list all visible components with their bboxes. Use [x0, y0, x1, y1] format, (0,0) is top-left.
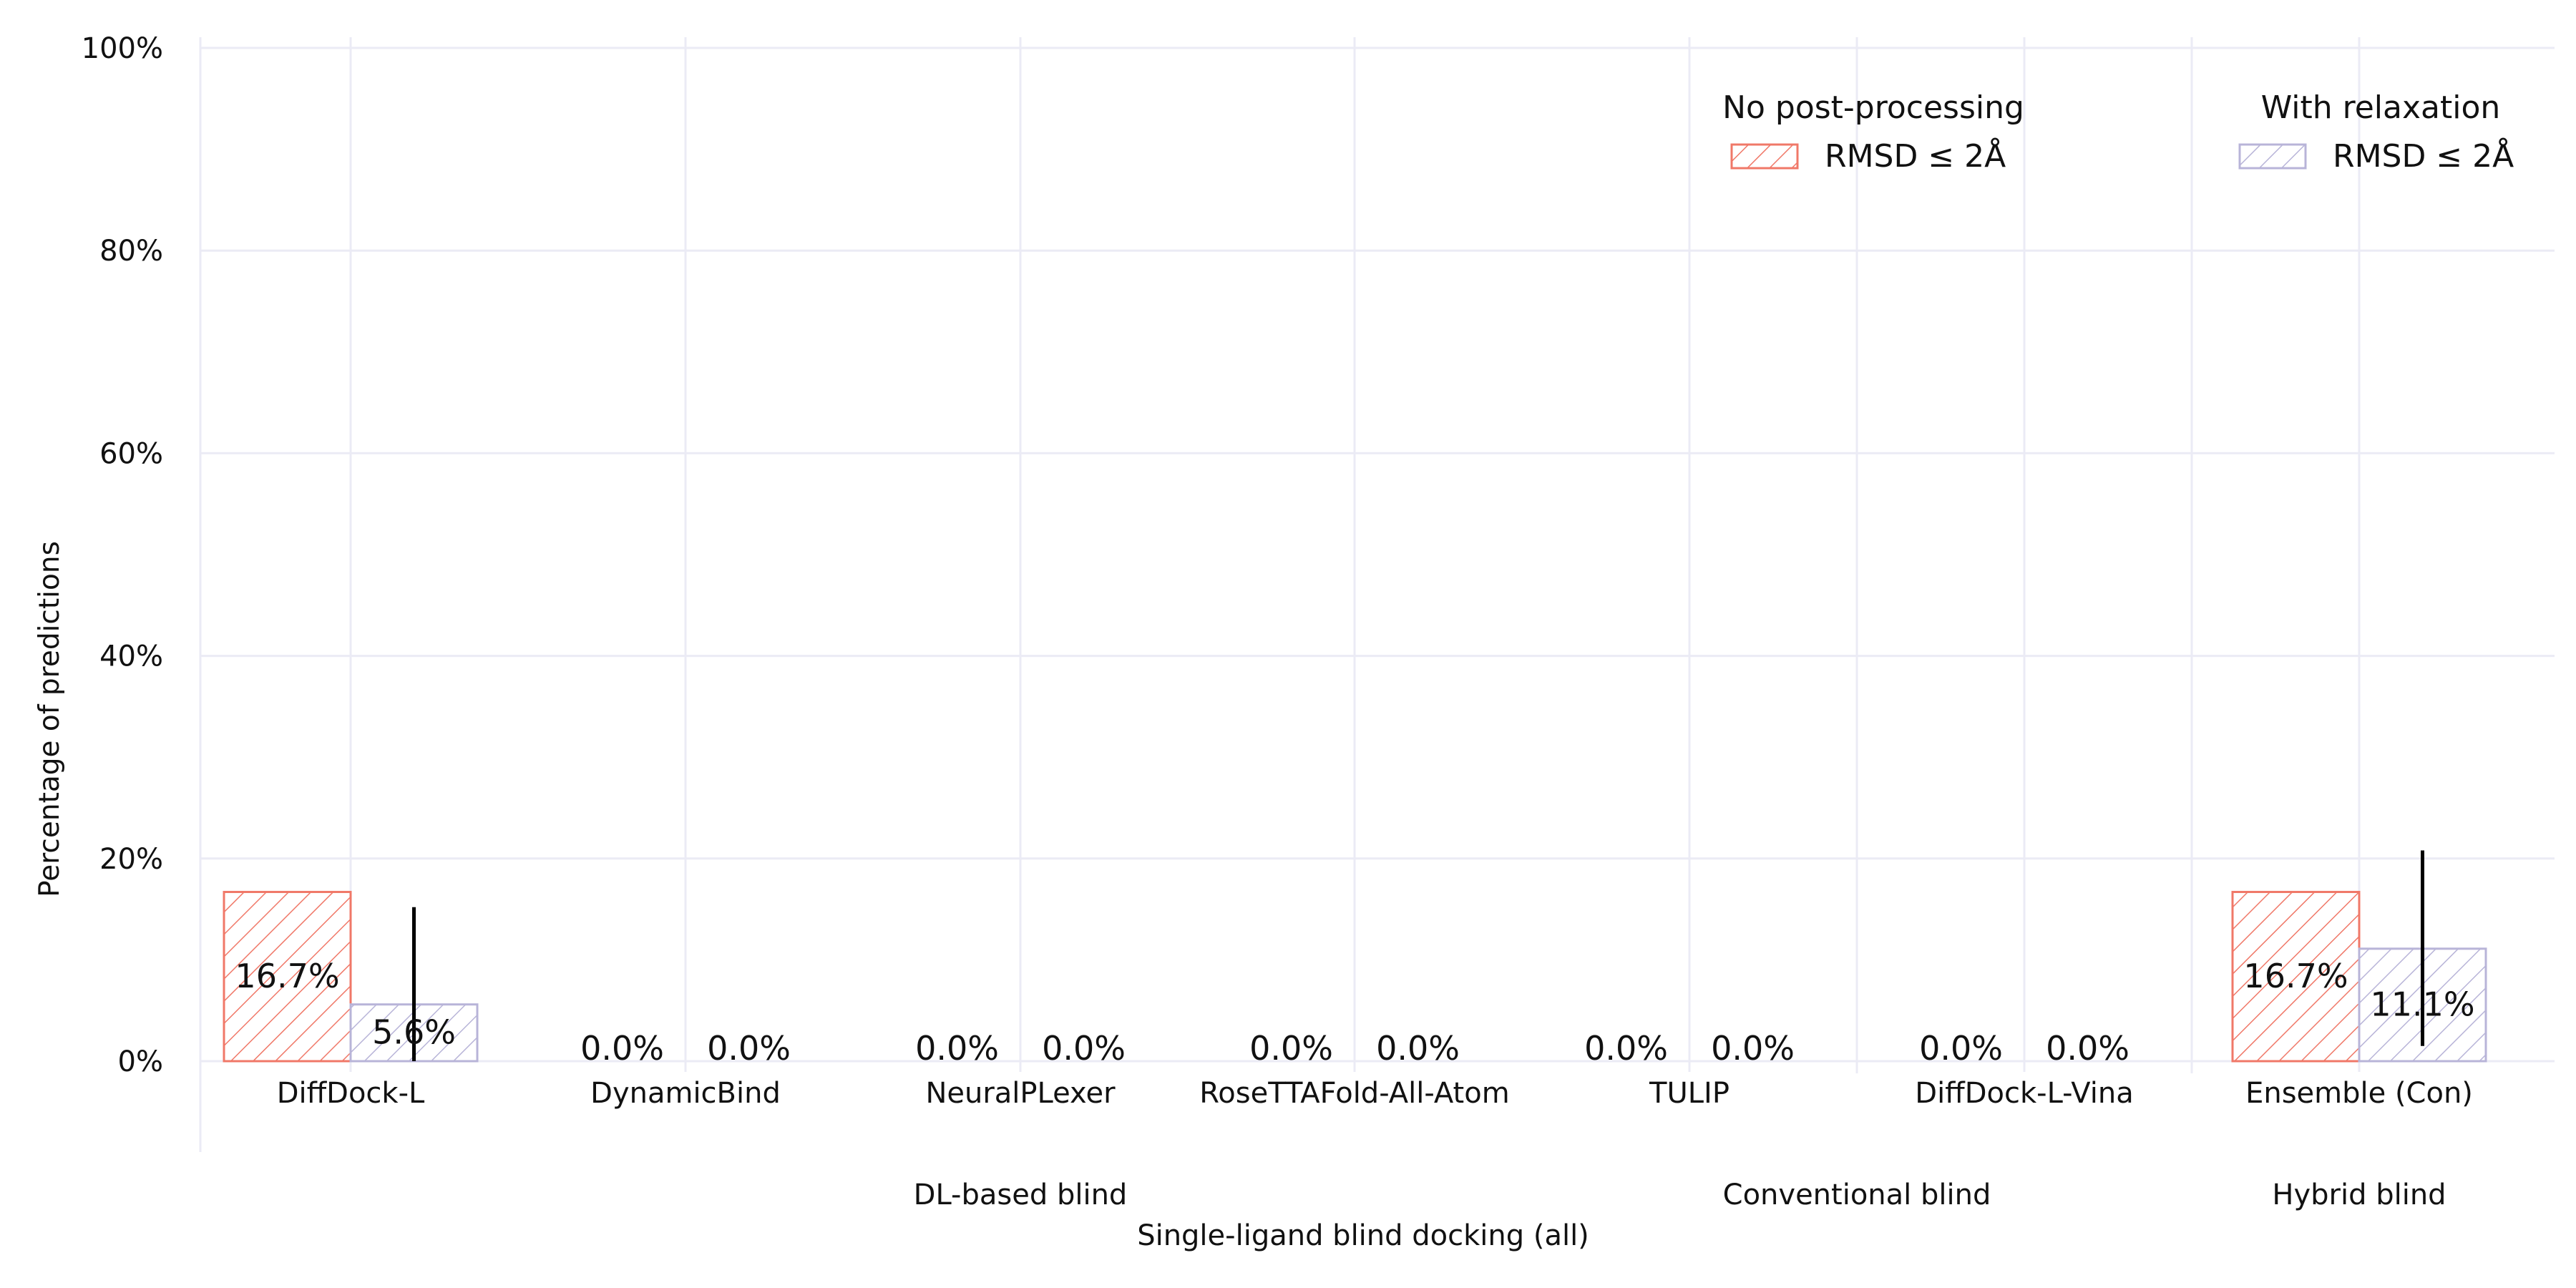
- legend: No post-processing RMSD ≤ 2Å With relaxati…: [1722, 89, 2514, 175]
- legend-title: With relaxation: [2261, 89, 2501, 126]
- x-tick-label: RoseTTAFold-All-Atom: [1199, 1077, 1509, 1110]
- y-tick-label: 20%: [99, 843, 163, 876]
- x-tick-label: DiffDock-L-Vina: [1915, 1077, 2133, 1110]
- x-tick-label: NeuralPLexer: [925, 1077, 1116, 1110]
- data-label: 0.0%: [1042, 1029, 1126, 1068]
- grid: [199, 37, 2555, 1152]
- y-tick-label: 80%: [99, 235, 163, 268]
- data-label: 0.0%: [915, 1029, 999, 1068]
- group-label: Conventional blind: [1723, 1179, 1991, 1211]
- data-label: 0.0%: [1376, 1029, 1460, 1068]
- y-tick-label: 100%: [82, 32, 163, 65]
- x-tick-label: TULIP: [1649, 1077, 1729, 1110]
- data-label: 0.0%: [1919, 1029, 2003, 1068]
- legend-title: No post-processing: [1722, 89, 2024, 126]
- bars: [223, 850, 2487, 1063]
- data-label: 16.7%: [235, 957, 339, 995]
- group-label: Hybrid blind: [2272, 1179, 2446, 1211]
- data-label: 11.1%: [2370, 985, 2474, 1023]
- bar: [223, 891, 352, 1063]
- bar: [2231, 891, 2361, 1063]
- data-label: 0.0%: [580, 1029, 664, 1068]
- x-tick-label: Ensemble (Con): [2245, 1077, 2473, 1110]
- legend-swatch: [1730, 143, 1799, 170]
- data-labels: 16.7% 0.0% 0.0% 0.0% 0.0% 0.0% 16.7% 5.6% 0.0% 0.…: [235, 957, 2474, 1068]
- data-label: 0.0%: [707, 1029, 791, 1068]
- x-tick-label: DynamicBind: [590, 1077, 781, 1110]
- legend-label: RMSD ≤ 2Å: [2333, 137, 2514, 175]
- legend-label: RMSD ≤ 2Å: [1825, 137, 2006, 175]
- data-label: 0.0%: [1711, 1029, 1795, 1068]
- data-label: 16.7%: [2243, 957, 2348, 995]
- axes: 0% 20% 40% 60% 80% 100% DiffDock-L DynamicBind N…: [82, 32, 2473, 1211]
- data-label: 0.0%: [1249, 1029, 1333, 1068]
- y-tick-label: 40%: [99, 640, 163, 673]
- group-label: DL-based blind: [914, 1179, 1128, 1211]
- y-tick-label: 0%: [118, 1045, 163, 1078]
- data-label: 0.0%: [1584, 1029, 1668, 1068]
- x-axis-label: Single-ligand blind docking (all): [1137, 1219, 1589, 1252]
- data-label: 0.0%: [2046, 1029, 2129, 1068]
- y-tick-label: 60%: [99, 437, 163, 470]
- y-axis-label: Percentage of predictions: [34, 541, 66, 897]
- x-tick-label: DiffDock-L: [277, 1077, 425, 1110]
- data-label: 5.6%: [372, 1013, 456, 1051]
- legend-swatch: [2238, 143, 2307, 170]
